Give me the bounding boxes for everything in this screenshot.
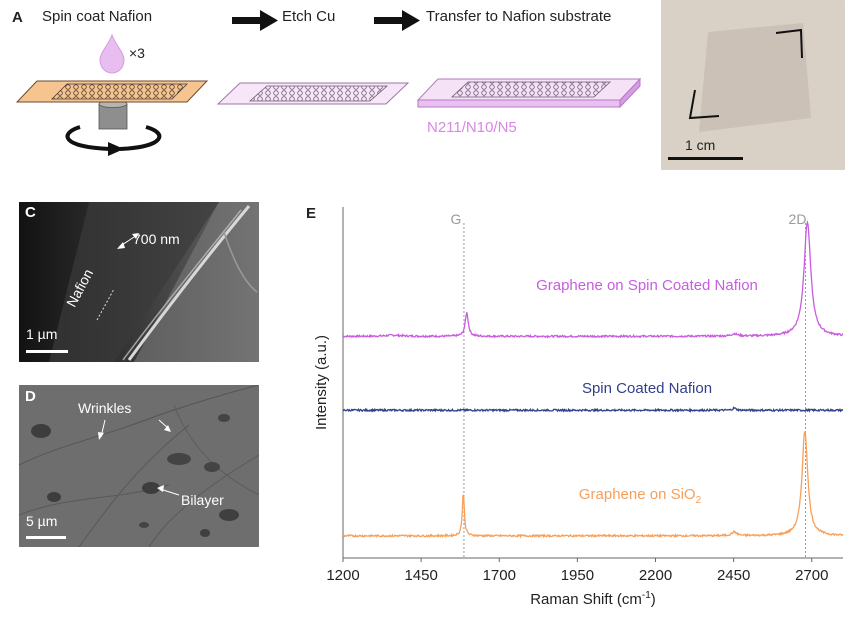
scale-bar-d xyxy=(26,536,66,539)
x-tick-label: 2700 xyxy=(795,567,828,584)
step-spin-coat: Spin coat Nafion xyxy=(42,8,153,25)
series-annotation: Spin Coated Nafion xyxy=(582,380,712,397)
raman-chart: 1200 1450 1700 1950 2200 2450 2700 Raman Shift … xyxy=(313,207,844,608)
scale-label-b: 1 cm xyxy=(685,137,716,153)
x-tick-label: 1450 xyxy=(404,567,437,584)
arrow-1 xyxy=(232,10,278,31)
photo-sample: 1 cm xyxy=(661,0,845,170)
cu-graphene-wafer xyxy=(15,80,209,103)
peak-marker-label: 2D xyxy=(789,211,807,227)
x-axis-label: Raman Shift (cm-1) xyxy=(530,590,656,608)
peak-marker-label: G xyxy=(450,211,461,227)
scale-label-c: 1 µm xyxy=(26,326,58,342)
graphene-film xyxy=(216,82,410,105)
drop-count: ×3 xyxy=(129,45,145,61)
nafion-substrate xyxy=(416,77,642,109)
panel-label-d: D xyxy=(25,388,36,405)
spin-coater-icon xyxy=(65,100,162,156)
scale-bar-c xyxy=(26,350,68,353)
spectrum-line xyxy=(342,220,844,339)
x-tick-label: 1950 xyxy=(561,567,594,584)
panel-label-e: E xyxy=(306,205,317,222)
series-annotation: Graphene on SiO2 xyxy=(579,486,702,506)
step-etch: Etch Cu xyxy=(282,8,336,25)
sem-image: Wrinkles Bilayer 5 µm xyxy=(19,385,259,547)
x-tick-label: 2450 xyxy=(717,567,750,584)
thickness-label: 700 nm xyxy=(133,231,180,247)
wrinkles-label: Wrinkles xyxy=(78,400,132,416)
x-tick-label: 2200 xyxy=(639,567,672,584)
scale-bar-b xyxy=(668,157,743,160)
panel-label-c: C xyxy=(25,204,36,221)
process-schematic xyxy=(15,10,642,156)
x-tick-label: 1700 xyxy=(483,567,516,584)
tem-image: 700 nm Nafion 1 µm xyxy=(19,202,259,362)
spectrum-line xyxy=(342,406,844,413)
droplet-icon xyxy=(99,33,125,74)
scale-label-d: 5 µm xyxy=(26,513,58,529)
arrow-2 xyxy=(374,10,420,31)
substrate-types: N211/N10/N5 xyxy=(427,119,517,136)
step-transfer: Transfer to Nafion substrate xyxy=(426,8,612,25)
series-annotation: Graphene on Spin Coated Nafion xyxy=(536,277,758,294)
panel-label-a: A xyxy=(12,9,23,26)
x-tick-label: 1200 xyxy=(326,567,359,584)
bilayer-label: Bilayer xyxy=(181,492,224,508)
spectrum-line xyxy=(342,431,844,539)
y-axis-label: Intensity (a.u.) xyxy=(313,335,330,430)
